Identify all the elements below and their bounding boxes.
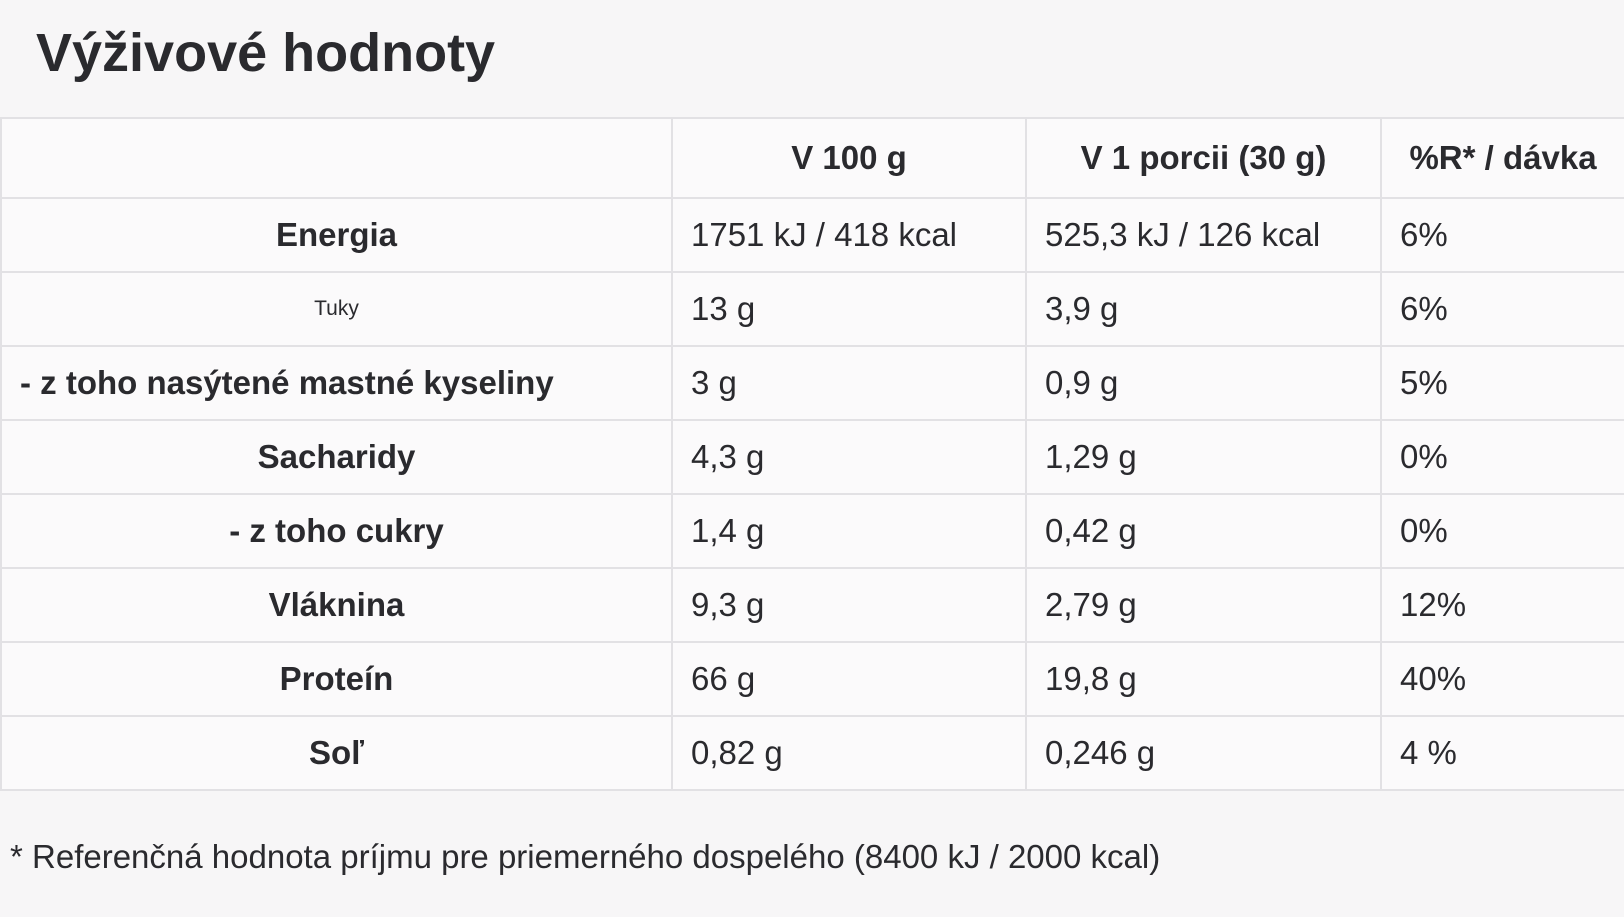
value-cell: 0,42 g <box>1025 493 1382 569</box>
table-row: - z toho nasýtené mastné kyseliny 3 g 0,9 … <box>0 345 1624 421</box>
header-cell: V 100 g <box>671 117 1027 199</box>
row-label: - z toho cukry <box>0 493 673 569</box>
table-row: - z toho cukry 1,4 g 0,42 g 0% <box>0 493 1624 569</box>
table-row: Proteín 66 g 19,8 g 40% <box>0 641 1624 717</box>
value-cell: 1,29 g <box>1025 419 1382 495</box>
row-label: Sacharidy <box>0 419 673 495</box>
header-cell <box>0 117 673 199</box>
value-cell: 6% <box>1380 197 1624 273</box>
table-row: Sacharidy 4,3 g 1,29 g 0% <box>0 419 1624 495</box>
value-cell: 525,3 kJ / 126 kcal <box>1025 197 1382 273</box>
table-row: Energia 1751 kJ / 418 kcal 525,3 kJ / 126 … <box>0 197 1624 273</box>
value-cell: 66 g <box>671 641 1027 717</box>
value-cell: 0,82 g <box>671 715 1027 791</box>
value-cell: 0% <box>1380 419 1624 495</box>
value-cell: 40% <box>1380 641 1624 717</box>
value-cell: 13 g <box>671 271 1027 347</box>
value-cell: 1,4 g <box>671 493 1027 569</box>
value-cell: 19,8 g <box>1025 641 1382 717</box>
value-cell: 0% <box>1380 493 1624 569</box>
value-cell: 6% <box>1380 271 1624 347</box>
row-label: Soľ <box>0 715 673 791</box>
value-cell: 3 g <box>671 345 1027 421</box>
row-label: Proteín <box>0 641 673 717</box>
value-cell: 12% <box>1380 567 1624 643</box>
value-cell: 5% <box>1380 345 1624 421</box>
value-cell: 0,246 g <box>1025 715 1382 791</box>
table-row: Tuky 13 g 3,9 g 6% <box>0 271 1624 347</box>
value-cell: 9,3 g <box>671 567 1027 643</box>
footnote: * Referenčná hodnota príjmu pre priemern… <box>10 838 1161 875</box>
row-label: Energia <box>0 197 673 273</box>
value-cell: 4,3 g <box>671 419 1027 495</box>
row-label: Vláknina <box>0 567 673 643</box>
row-label: Tuky <box>0 271 673 347</box>
title: Výživové hodnoty <box>36 23 496 83</box>
value-cell: 3,9 g <box>1025 271 1382 347</box>
value-cell: 0,9 g <box>1025 345 1382 421</box>
value-cell: 2,79 g <box>1025 567 1382 643</box>
header-cell: %R* / dávka <box>1380 117 1624 199</box>
value-cell: 1751 kJ / 418 kcal <box>671 197 1027 273</box>
header-cell: V 1 porcii (30 g) <box>1025 117 1382 199</box>
row-label: - z toho nasýtené mastné kyseliny <box>0 345 673 421</box>
value-cell: 4 % <box>1380 715 1624 791</box>
table-row: Vláknina 9,3 g 2,79 g 12% <box>0 567 1624 643</box>
